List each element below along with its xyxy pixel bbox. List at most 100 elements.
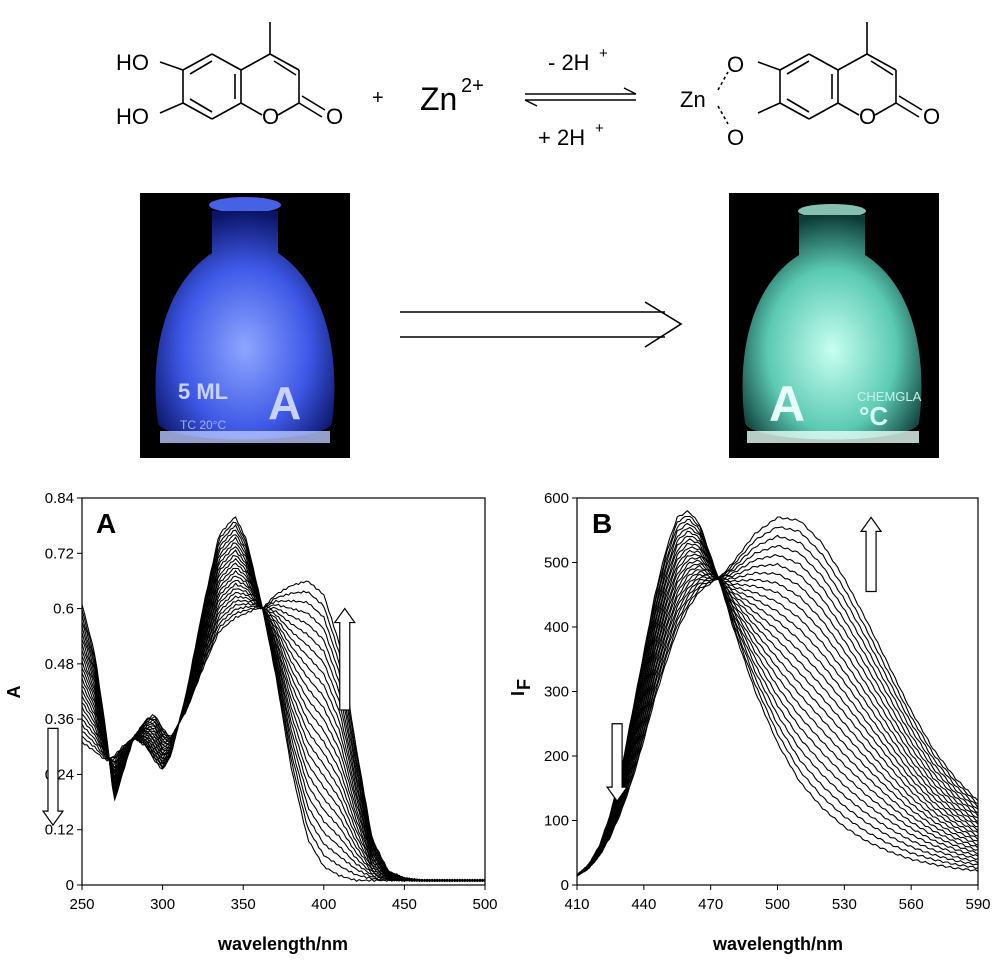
- flask-photo-before: 5 ML A TC 20°C: [140, 193, 350, 458]
- series-line: [576, 571, 979, 876]
- series-line: [576, 544, 979, 877]
- plus-sign: +: [372, 87, 384, 109]
- x-tick-label: 590: [965, 896, 990, 913]
- protonation-label: + 2H: [538, 125, 585, 150]
- flask-graduation-text: 5 ML: [178, 379, 228, 404]
- y-tick-label: 0.84: [45, 490, 74, 507]
- x-tick-label: 300: [150, 896, 175, 913]
- series-line: [576, 556, 979, 876]
- y-tick-label: 0.6: [53, 601, 74, 618]
- series-line: [81, 590, 486, 883]
- complex-oxygen-top-label: O: [727, 52, 744, 77]
- y-tick-label: 600: [544, 490, 569, 507]
- panel-label-a: A: [96, 508, 116, 539]
- absorbance-chart: 00.120.240.360.480.60.720.84 250 300 350 40…: [4, 490, 498, 954]
- flask-brand-text: CHEMGLA: [857, 389, 922, 404]
- x-tick-label: 470: [698, 896, 723, 913]
- series-line: [576, 542, 979, 877]
- series-line: [576, 564, 979, 876]
- increase-arrow-icon: [859, 516, 883, 593]
- x-axis-title-b: wavelength/nm: [712, 934, 843, 954]
- deprotonation-sup: +: [599, 45, 608, 62]
- x-tick-label: 530: [832, 896, 857, 913]
- x-tick-label: 400: [311, 896, 336, 913]
- hydroxyl-label-top: HO: [116, 50, 149, 75]
- series-line: [576, 515, 979, 875]
- series-line: [576, 570, 979, 876]
- flask-temp-text: TC 20°C: [180, 418, 226, 432]
- flask-class-letter-after: A: [769, 376, 805, 432]
- series-line: [576, 522, 979, 876]
- y-tick-label: 0.36: [45, 711, 74, 728]
- series-line: [576, 546, 979, 875]
- y-tick-label: 400: [544, 619, 569, 636]
- y-tick-label: 0: [66, 877, 74, 894]
- series-line: [81, 529, 486, 883]
- series-line: [576, 563, 979, 876]
- hydroxyl-label-bottom: HO: [116, 104, 149, 129]
- zinc-complex-structure: [717, 22, 923, 125]
- series-line: [576, 553, 979, 876]
- process-arrow: [400, 301, 683, 348]
- series-line: [576, 534, 979, 876]
- x-axis-ticks: 410 440 470 500 530 560 590: [564, 885, 991, 913]
- flask-temp-text-after: °C: [859, 401, 888, 431]
- reaction-scheme: HO HO O O + Zn 2+ - 2H + + 2H +: [116, 22, 940, 150]
- x-tick-label: 450: [392, 896, 417, 913]
- y-tick-label: 0: [561, 877, 569, 894]
- series-group: [576, 509, 979, 877]
- series-line: [576, 509, 979, 877]
- complex-oxygen-bottom-label: O: [727, 125, 744, 150]
- fluorescence-chart: 0 100 200 300 400 500 600 410 440 470 500 530 560 59…: [508, 490, 991, 954]
- y-tick-label: 200: [544, 748, 569, 765]
- equilibrium-arrow: [524, 87, 637, 107]
- x-tick-label: 410: [564, 896, 589, 913]
- y-axis-title-sub: F: [514, 679, 534, 690]
- plot-frame: [576, 497, 979, 886]
- x-axis-ticks: 250 300 350 400 450 500: [69, 885, 498, 913]
- series-line: [576, 516, 979, 877]
- y-tick-label: 300: [544, 684, 569, 701]
- series-line: [576, 526, 979, 876]
- x-axis-title-a: wavelength/nm: [217, 934, 348, 954]
- complex-ring-oxygen-label: O: [859, 104, 876, 129]
- series-line: [81, 582, 486, 883]
- series-group: [81, 516, 486, 883]
- decrease-arrow-icon: [605, 723, 629, 803]
- trend-arrows: [41, 607, 356, 827]
- x-tick-label: 560: [899, 896, 924, 913]
- decrease-arrow-icon: [41, 727, 65, 827]
- deprotonation-label: - 2H: [548, 50, 590, 75]
- protonation-sup: +: [595, 120, 604, 137]
- y-tick-label: 100: [544, 813, 569, 830]
- x-tick-label: 440: [631, 896, 656, 913]
- x-tick-label: 350: [231, 896, 256, 913]
- x-tick-label: 500: [472, 896, 497, 913]
- y-tick-label: 0.72: [45, 545, 74, 562]
- y-tick-label: 0.12: [45, 822, 74, 839]
- y-axis-ticks: 00.120.240.360.480.60.720.84: [45, 490, 82, 894]
- panel-label-b: B: [592, 508, 612, 539]
- y-axis-title-main: I: [508, 691, 528, 696]
- y-tick-label: 0.48: [45, 656, 74, 673]
- carbonyl-oxygen-label: O: [326, 104, 343, 129]
- flask-class-letter: A: [268, 377, 301, 429]
- y-tick-label: 500: [544, 555, 569, 572]
- trend-arrows: [605, 516, 883, 803]
- series-line: [576, 538, 979, 876]
- y-axis-title-a: A: [4, 686, 24, 699]
- series-line: [576, 553, 979, 875]
- x-tick-label: 250: [69, 896, 94, 913]
- ring-oxygen-label: O: [262, 104, 279, 129]
- complex-zinc-label: Zn: [680, 87, 706, 112]
- series-line: [576, 526, 979, 876]
- series-line: [576, 562, 979, 877]
- zinc-ion-label: Zn: [420, 81, 457, 117]
- x-tick-label: 500: [765, 896, 790, 913]
- flask-photo-after: A CHEMGLA °C: [729, 193, 939, 458]
- y-axis-ticks: 0 100 200 300 400 500 600: [544, 490, 577, 894]
- series-line: [576, 569, 979, 877]
- complex-carbonyl-oxygen-label: O: [923, 104, 940, 129]
- increase-arrow-icon: [333, 607, 356, 711]
- series-line: [81, 580, 486, 883]
